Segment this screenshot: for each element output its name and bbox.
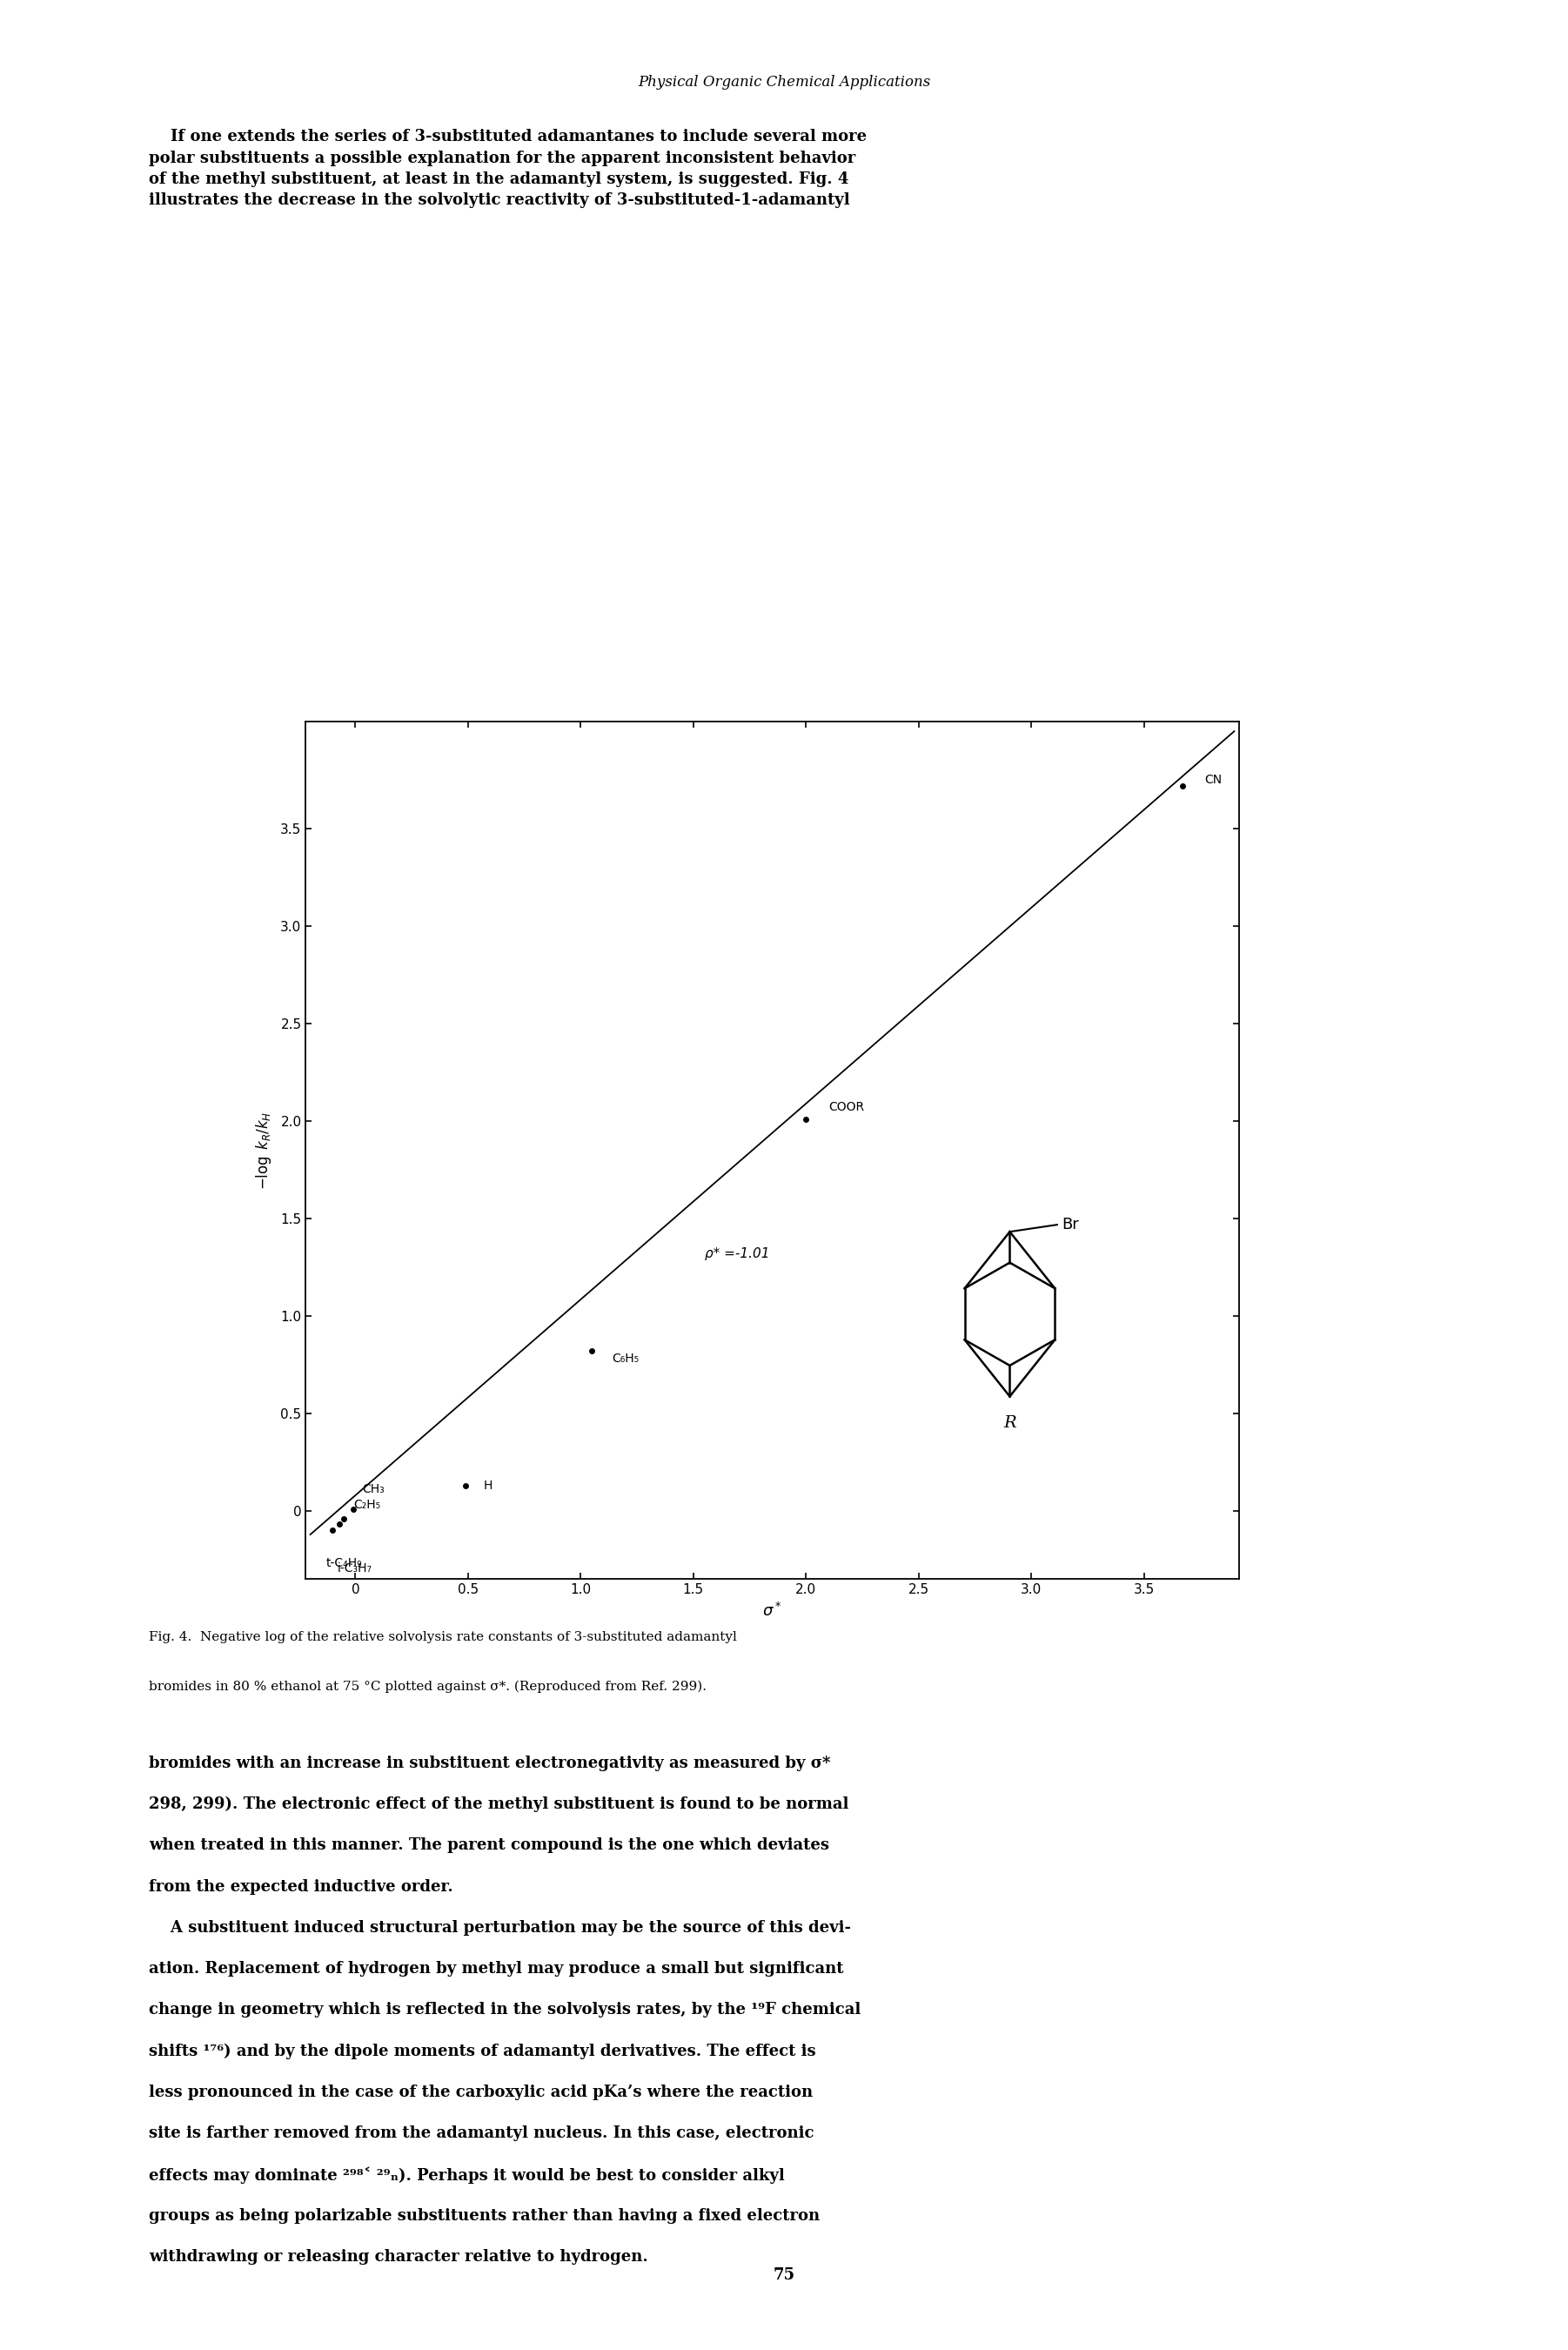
Text: shifts ¹⁷⁶) and by the dipole moments of adamantyl derivatives. The effect is: shifts ¹⁷⁶) and by the dipole moments of…: [149, 2042, 815, 2059]
Text: site is farther removed from the adamantyl nucleus. In this case, electronic: site is farther removed from the adamant…: [149, 2127, 814, 2141]
Text: COOR: COOR: [828, 1102, 864, 1114]
Text: A substituent induced structural perturbation may be the source of this devi-: A substituent induced structural perturb…: [149, 1920, 851, 1936]
Text: 298, 299). The electronic effect of the methyl substituent is found to be normal: 298, 299). The electronic effect of the …: [149, 1798, 848, 1812]
Y-axis label: $-\log\;k_R/k_H$: $-\log\;k_R/k_H$: [254, 1112, 273, 1189]
Text: C₆H₅: C₆H₅: [612, 1354, 640, 1365]
Text: effects may dominate ²⁹⁸˂ ²⁹ₙ). Perhaps it would be best to consider alkyl: effects may dominate ²⁹⁸˂ ²⁹ₙ). Perhaps …: [149, 2167, 786, 2183]
Text: when treated in this manner. The parent compound is the one which deviates: when treated in this manner. The parent …: [149, 1838, 829, 1854]
Text: groups as being polarizable substituents rather than having a fixed electron: groups as being polarizable substituents…: [149, 2209, 820, 2223]
Text: 75: 75: [773, 2268, 795, 2282]
Text: t-C₄H₉: t-C₄H₉: [326, 1558, 362, 1570]
Text: CN: CN: [1204, 773, 1223, 785]
Text: If one extends the series of 3-substituted adamantanes to include several more
p: If one extends the series of 3-substitut…: [149, 129, 867, 209]
Text: C₂H₅: C₂H₅: [353, 1499, 379, 1511]
Text: Physical Organic Chemical Applications: Physical Organic Chemical Applications: [638, 75, 930, 89]
Text: ation. Replacement of hydrogen by methyl may produce a small but significant: ation. Replacement of hydrogen by methyl…: [149, 1960, 844, 1976]
X-axis label: $\sigma^*$: $\sigma^*$: [762, 1603, 782, 1619]
Text: R: R: [1004, 1415, 1016, 1431]
Text: i-C₃H₇: i-C₃H₇: [337, 1563, 372, 1574]
Text: less pronounced in the case of the carboxylic acid pKa’s where the reaction: less pronounced in the case of the carbo…: [149, 2084, 812, 2101]
Text: H: H: [485, 1480, 492, 1492]
Text: bromides with an increase in substituent electronegativity as measured by σ*: bromides with an increase in substituent…: [149, 1755, 831, 1772]
Text: Br: Br: [1062, 1217, 1079, 1231]
Text: change in geometry which is reflected in the solvolysis rates, by the ¹⁹F chemic: change in geometry which is reflected in…: [149, 2002, 861, 2019]
Text: CH₃: CH₃: [362, 1483, 384, 1495]
Text: withdrawing or releasing character relative to hydrogen.: withdrawing or releasing character relat…: [149, 2249, 648, 2265]
Text: Fig. 4.  Negative log of the relative solvolysis rate constants of 3-substituted: Fig. 4. Negative log of the relative sol…: [149, 1631, 737, 1643]
Text: ρ* =-1.01: ρ* =-1.01: [704, 1248, 770, 1260]
Text: from the expected inductive order.: from the expected inductive order.: [149, 1880, 453, 1894]
Text: bromides in 80 % ethanol at 75 °C plotted against σ*. (Reproduced from Ref. 299): bromides in 80 % ethanol at 75 °C plotte…: [149, 1680, 707, 1692]
